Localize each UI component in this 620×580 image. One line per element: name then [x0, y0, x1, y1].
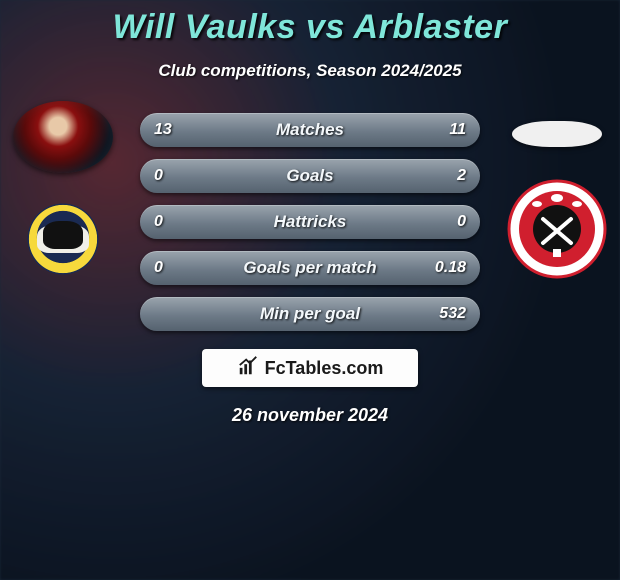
stat-label: Matches: [190, 120, 430, 140]
stat-right-value: 532: [430, 305, 466, 323]
stat-right-value: 0.18: [430, 259, 466, 277]
player-right-column: [502, 101, 612, 279]
stat-right-value: 2: [430, 167, 466, 185]
stat-row-goals-per-match: 0 Goals per match 0.18: [140, 251, 480, 285]
stat-row-goals: 0 Goals 2: [140, 159, 480, 193]
stat-left-value: 0: [154, 259, 190, 277]
stat-left-value: 0: [154, 213, 190, 231]
player-right-photo-placeholder: [512, 121, 602, 147]
comparison-title: Will Vaulks vs Arblaster: [0, 8, 620, 47]
player-left-photo: [13, 101, 113, 173]
stat-row-hattricks: 0 Hattricks 0: [140, 205, 480, 239]
chart-icon: [237, 355, 259, 382]
stat-rows: 13 Matches 11 0 Goals 2 0 Hattricks 0 0 …: [140, 113, 480, 331]
stat-label: Goals: [190, 166, 430, 186]
stat-label: Min per goal: [190, 304, 430, 324]
sheffield-united-logo: [507, 179, 607, 279]
stat-label: Hattricks: [190, 212, 430, 232]
stat-left-value: 13: [154, 121, 190, 139]
fctables-branding: FcTables.com: [202, 349, 418, 387]
comparison-date: 26 november 2024: [0, 405, 620, 426]
stat-right-value: 0: [430, 213, 466, 231]
infographic-container: Will Vaulks vs Arblaster Club competitio…: [0, 0, 620, 580]
stat-left-value: 0: [154, 167, 190, 185]
oxford-united-logo: [13, 189, 113, 289]
comparison-subtitle: Club competitions, Season 2024/2025: [0, 61, 620, 81]
branding-text: FcTables.com: [265, 358, 384, 379]
stat-right-value: 11: [430, 121, 466, 139]
stat-row-min-per-goal: Min per goal 532: [140, 297, 480, 331]
player-left-column: [8, 101, 118, 289]
stats-area: 13 Matches 11 0 Goals 2 0 Hattricks 0 0 …: [0, 113, 620, 343]
stat-row-matches: 13 Matches 11: [140, 113, 480, 147]
stat-label: Goals per match: [190, 258, 430, 278]
